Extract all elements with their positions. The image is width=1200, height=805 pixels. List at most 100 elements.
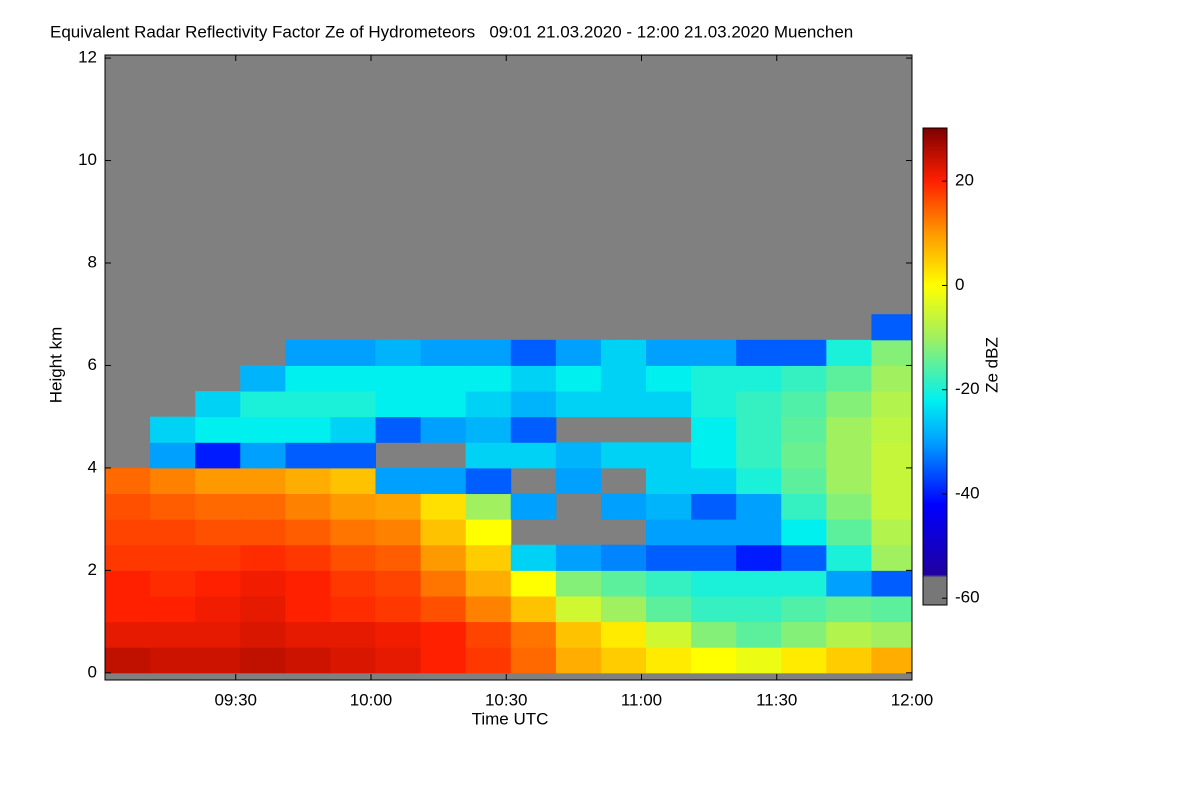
heatmap-cell	[646, 442, 692, 469]
x-tick-label: 10:00	[350, 690, 393, 709]
heatmap-cell	[195, 519, 241, 546]
heatmap-cell	[691, 621, 737, 648]
heatmap-cell	[465, 595, 512, 623]
heatmap-cell	[555, 621, 602, 648]
heatmap-cell	[691, 570, 737, 597]
plot-frame	[104, 54, 913, 681]
heatmap-cell	[691, 365, 737, 392]
heatmap-cell	[871, 544, 913, 571]
heatmap-cell	[871, 570, 913, 597]
heatmap-cell	[195, 391, 241, 418]
heatmap-cell	[195, 544, 241, 571]
heatmap-cell	[240, 493, 286, 520]
heatmap-cell	[736, 365, 782, 392]
heatmap-cell	[781, 442, 827, 469]
heatmap-cell	[420, 467, 467, 495]
heatmap-cell	[691, 467, 737, 495]
heatmap-cell	[646, 647, 692, 674]
heatmap-cell	[510, 647, 557, 674]
heatmap-cell	[555, 442, 602, 469]
heatmap-cell	[646, 339, 692, 366]
heatmap-cell	[195, 647, 241, 674]
heatmap-cell	[465, 339, 512, 366]
heatmap-cell	[691, 519, 737, 546]
heatmap-cell	[240, 544, 286, 571]
heatmap-cell	[105, 595, 151, 623]
heatmap-cell	[240, 647, 286, 674]
heatmap-cell	[736, 339, 782, 366]
heatmap-cell	[826, 570, 872, 597]
heatmap-cell	[510, 621, 557, 648]
heatmap-cell	[150, 595, 196, 623]
heatmap-cell	[375, 467, 422, 495]
heatmap-cell	[646, 570, 692, 597]
heatmap-cells	[105, 314, 913, 674]
heatmap-cell	[781, 493, 827, 520]
heatmap-cell	[826, 416, 872, 443]
heatmap-cell	[330, 493, 377, 520]
heatmap-cell	[510, 595, 557, 623]
heatmap-cell	[871, 442, 913, 469]
heatmap-cell	[781, 339, 827, 366]
heatmap-cell	[375, 544, 422, 571]
heatmap-cell	[555, 570, 602, 597]
heatmap-cell	[330, 519, 377, 546]
heatmap-cell	[285, 595, 331, 623]
heatmap-cell	[150, 416, 196, 443]
colorbar-tick-label: -20	[955, 379, 980, 398]
heatmap-cell	[736, 544, 782, 571]
heatmap-cell	[375, 595, 422, 623]
heatmap-cell	[555, 647, 602, 674]
heatmap-cell	[195, 416, 241, 443]
heatmap-cell	[330, 621, 377, 648]
x-tick-label: 12:00	[891, 690, 934, 709]
heatmap-cell	[240, 467, 286, 495]
heatmap-cell	[375, 391, 422, 418]
heatmap-cell	[826, 365, 872, 392]
heatmap-cell	[871, 416, 913, 443]
heatmap-cell	[600, 647, 647, 674]
heatmap-cell	[465, 365, 512, 392]
heatmap-cell	[736, 621, 782, 648]
heatmap-cell	[195, 442, 241, 469]
heatmap-cell	[736, 647, 782, 674]
heatmap-cell	[646, 365, 692, 392]
heatmap-cell	[691, 544, 737, 571]
heatmap-cell	[781, 519, 827, 546]
heatmap-cell	[465, 519, 512, 546]
heatmap-cell	[871, 339, 913, 366]
heatmap-cell	[285, 442, 331, 469]
heatmap-cell	[600, 595, 647, 623]
heatmap-cell	[646, 493, 692, 520]
heatmap-cell	[510, 570, 557, 597]
colorbar-tick-label: -60	[955, 588, 980, 607]
heatmap-cell	[646, 544, 692, 571]
colorbar-label: Ze dBZ	[982, 337, 1001, 393]
heatmap-cell	[871, 519, 913, 546]
heatmap-cell	[240, 570, 286, 597]
heatmap-cell	[330, 339, 377, 366]
heatmap-cell	[195, 595, 241, 623]
heatmap-cell	[555, 365, 602, 392]
heatmap-cell	[150, 442, 196, 469]
heatmap-cell	[240, 621, 286, 648]
heatmap-cell	[555, 595, 602, 623]
heatmap-cell	[736, 391, 782, 418]
heatmap-cell	[736, 595, 782, 623]
heatmap-cell	[285, 647, 331, 674]
heatmap-cell	[826, 647, 872, 674]
y-axis-label: Height km	[46, 327, 65, 404]
heatmap-cell	[555, 339, 602, 366]
heatmap-cell	[420, 391, 467, 418]
heatmap-cell	[465, 493, 512, 520]
heatmap-cell	[105, 467, 151, 495]
heatmap-cell	[736, 570, 782, 597]
heatmap-cell	[826, 519, 872, 546]
heatmap-cell	[510, 442, 557, 469]
heatmap-cell	[150, 621, 196, 648]
heatmap-cell	[691, 391, 737, 418]
heatmap-cell	[736, 416, 782, 443]
heatmap-cell	[781, 391, 827, 418]
heatmap-cell	[330, 595, 377, 623]
heatmap-cell	[871, 365, 913, 392]
